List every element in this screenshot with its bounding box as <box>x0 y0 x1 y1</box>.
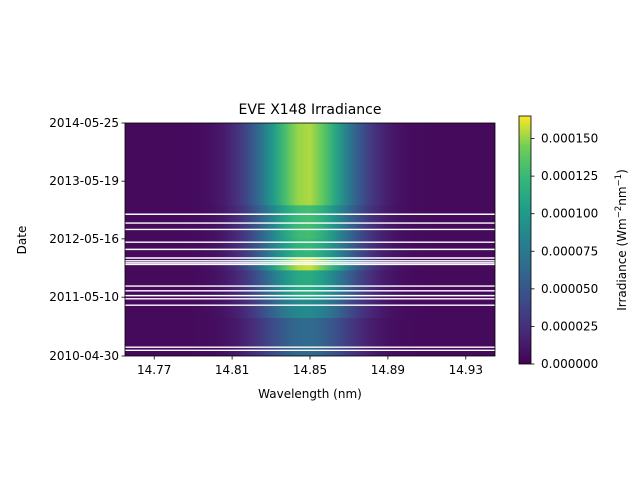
colorbar-tick-label: 0.000075 <box>541 244 598 258</box>
colorbar-tick-label: 0.000125 <box>541 169 598 183</box>
colorbar-tick-label: 0.000150 <box>541 132 598 146</box>
x-tick-label: 14.93 <box>449 363 483 377</box>
heatmap-row <box>125 269 495 298</box>
colorbar-tick-label: 0.000050 <box>541 282 598 296</box>
x-tick-label: 14.85 <box>293 363 327 377</box>
chart-title: EVE X148 Irradiance <box>239 102 382 118</box>
colorbar-tick-label: 0.000025 <box>541 319 598 333</box>
x-axis-label: Wavelength (nm) <box>258 387 362 401</box>
colorbar-label-exp1: −2 <box>614 206 624 219</box>
y-tick-label: 2014-05-25 <box>49 116 119 130</box>
heatmap-row <box>125 317 495 356</box>
colorbar-tick-label: 0.000100 <box>541 207 598 221</box>
y-tick-label: 2011-05-10 <box>49 290 119 304</box>
x-tick-label: 14.89 <box>371 363 405 377</box>
heatmap-area <box>125 123 495 356</box>
colorbar-label-text: Irradiance (Wm <box>615 218 629 311</box>
colorbar-label: Irradiance (Wm−2nm−1) <box>614 169 629 311</box>
heatmap-row <box>125 123 495 206</box>
y-tick-label: 2012-05-16 <box>49 232 119 246</box>
heatmap-row <box>125 204 495 240</box>
x-tick-label: 14.77 <box>137 363 171 377</box>
colorbar-tick-label: 0.000000 <box>541 357 598 371</box>
y-tick-label: 2013-05-19 <box>49 174 119 188</box>
x-tick-label: 14.81 <box>215 363 249 377</box>
y-axis: 2010-04-30 2011-05-10 2012-05-16 2013-05-19… <box>49 116 125 363</box>
colorbar-label-mid: nm <box>615 186 629 205</box>
colorbar-label-exp2: −1 <box>614 174 624 187</box>
x-axis: 14.77 14.81 14.85 14.89 14.93 <box>137 356 483 377</box>
y-tick-label: 2010-04-30 <box>49 349 119 363</box>
data-gap-lines <box>125 213 495 352</box>
heatmap-row <box>125 297 495 319</box>
colorbar <box>518 115 532 365</box>
colorbar-label-end: ) <box>615 169 629 174</box>
heatmap-rows <box>125 123 495 356</box>
y-axis-label: Date <box>15 226 29 255</box>
colorbar-axis: 0.000000 0.000025 0.000050 0.000075 0.000100… <box>531 132 598 371</box>
